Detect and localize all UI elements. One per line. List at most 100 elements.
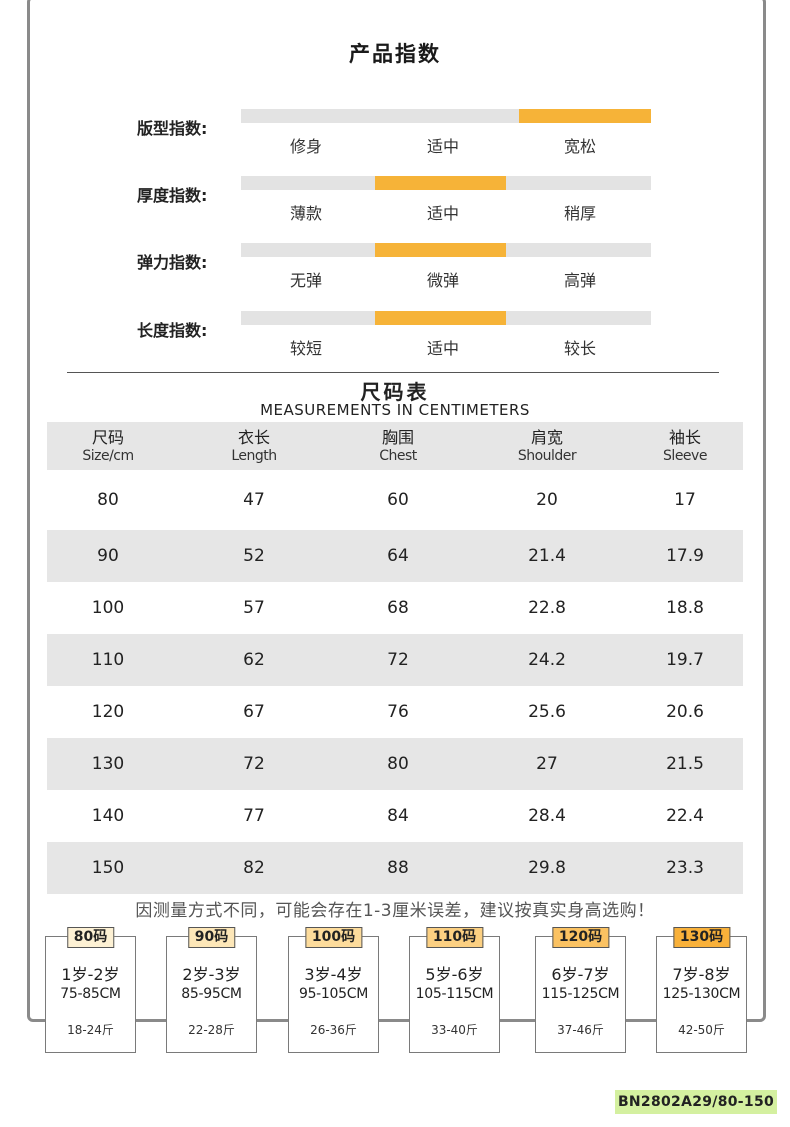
age-range: 6岁-7岁	[551, 965, 610, 984]
table-cell: 17.9	[666, 546, 704, 566]
age-range: 7岁-8岁	[672, 965, 731, 984]
table-row: 130 72 80 27 21.5	[47, 738, 743, 790]
index-option: 修身	[289, 137, 322, 156]
table-header: 尺码 Size/cm 衣长 Length 胸围 Chest 肩宽 Shoulder 袖长 Slee…	[47, 422, 743, 470]
table-cell: 72	[243, 754, 265, 774]
table-cell: 19.7	[666, 650, 704, 670]
height-range: 105-115CM	[415, 986, 494, 1002]
measurement-notice: 因测量方式不同，可能会存在1-3厘米误差，建议按真实身高选购！	[135, 901, 655, 921]
table-cell: 60	[387, 490, 409, 510]
content-frame	[27, 0, 766, 1022]
index-option: 适中	[426, 204, 459, 223]
index-label: 版型指数:	[137, 119, 208, 138]
table-cell: 27	[536, 754, 558, 774]
table-cell: 80	[97, 490, 119, 510]
divider	[67, 372, 719, 373]
table-header-cell: 胸围 Chest	[333, 422, 463, 470]
size-tag: 100码	[304, 927, 363, 948]
index-bar-highlight	[375, 176, 506, 190]
size-tag: 110码	[425, 927, 484, 948]
index-option: 无弹	[289, 271, 322, 290]
table-cell: 22.8	[528, 598, 566, 618]
size-table: 尺码 Size/cm 衣长 Length 胸围 Chest 肩宽 Shoulder 袖长 Slee…	[47, 422, 743, 894]
table-header-cell: 肩宽 Shoulder	[482, 422, 612, 470]
header-en: Size/cm	[82, 448, 134, 464]
size-tag: 120码	[551, 927, 610, 948]
table-cell: 110	[91, 650, 125, 670]
table-row: 110 62 72 24.2 19.7	[47, 634, 743, 686]
size-tag: 90码	[187, 927, 236, 948]
index-option: 较短	[289, 339, 322, 358]
table-cell: 67	[243, 702, 265, 722]
weight-range: 42-50斤	[678, 1023, 725, 1037]
table-cell: 130	[91, 754, 125, 774]
table-row: 150 82 88 29.8 23.3	[47, 842, 743, 894]
index-bar	[241, 176, 651, 190]
age-range: 1岁-2岁	[61, 965, 120, 984]
table-cell: 25.6	[528, 702, 566, 722]
table-cell: 21.5	[666, 754, 704, 774]
table-cell: 47	[243, 490, 265, 510]
index-option: 较长	[563, 339, 596, 358]
table-cell: 84	[387, 806, 409, 826]
table-cell: 20.6	[666, 702, 704, 722]
table-cell: 80	[387, 754, 409, 774]
table-cell: 22.4	[666, 806, 704, 826]
index-option: 高弹	[563, 271, 596, 290]
table-cell: 28.4	[528, 806, 566, 826]
header-en: Shoulder	[517, 448, 577, 464]
header-zh: 尺码	[91, 428, 124, 447]
age-range: 3岁-4岁	[304, 965, 363, 984]
header-zh: 袖长	[668, 428, 701, 447]
index-row: 厚度指数: 薄款 适中 稍厚	[0, 176, 790, 226]
index-row: 版型指数: 修身 适中 宽松	[0, 109, 790, 159]
size-tag: 130码	[672, 927, 731, 948]
index-option: 适中	[426, 137, 459, 156]
table-cell: 82	[243, 858, 265, 878]
weight-range: 18-24斤	[67, 1023, 114, 1037]
size-card: 100码 3岁-4岁 95-105CM 26-36斤	[288, 927, 379, 1053]
table-row: 120 67 76 25.6 20.6	[47, 686, 743, 738]
table-cell: 23.3	[666, 858, 704, 878]
height-range: 75-85CM	[60, 986, 121, 1002]
index-label: 弹力指数:	[137, 253, 208, 272]
table-row: 140 77 84 28.4 22.4	[47, 790, 743, 842]
header-zh: 胸围	[381, 428, 414, 447]
header-en: Chest	[379, 448, 417, 464]
product-code: BN2802A29/80-150	[615, 1090, 777, 1114]
index-bar-highlight	[375, 243, 506, 257]
size-card: 110码 5岁-6岁 105-115CM 33-40斤	[409, 927, 500, 1053]
age-range: 2岁-3岁	[182, 965, 241, 984]
table-cell: 24.2	[528, 650, 566, 670]
table-cell: 20	[536, 490, 558, 510]
table-cell: 29.8	[528, 858, 566, 878]
table-cell: 76	[387, 702, 409, 722]
table-header-cell: 衣长 Length	[189, 422, 319, 470]
size-chart-title: 尺码表	[360, 380, 430, 404]
page-title: 产品指数	[349, 42, 441, 66]
table-cell: 18.8	[666, 598, 704, 618]
height-range: 125-130CM	[662, 986, 741, 1002]
table-row: 100 57 68 22.8 18.8	[47, 582, 743, 634]
size-chart-subtitle: MEASUREMENTS IN CENTIMETERS	[260, 401, 530, 419]
header-zh: 肩宽	[530, 428, 563, 447]
index-bar	[241, 243, 651, 257]
height-range: 95-105CM	[298, 986, 369, 1002]
index-bar	[241, 109, 651, 123]
table-cell: 120	[91, 702, 125, 722]
table-header-cell: 尺码 Size/cm	[43, 422, 173, 470]
height-range: 115-125CM	[541, 986, 620, 1002]
header-en: Length	[231, 448, 277, 464]
table-cell: 62	[243, 650, 265, 670]
table-cell: 90	[97, 546, 119, 566]
height-range: 85-95CM	[181, 986, 242, 1002]
weight-range: 33-40斤	[431, 1023, 478, 1037]
index-bar-highlight	[375, 311, 506, 325]
index-option: 微弹	[426, 271, 459, 290]
size-card: 90码 2岁-3岁 85-95CM 22-28斤	[166, 927, 257, 1053]
table-cell: 77	[243, 806, 265, 826]
size-card: 120码 6岁-7岁 115-125CM 37-46斤	[535, 927, 626, 1053]
index-bar	[241, 311, 651, 325]
size-card: 130码 7岁-8岁 125-130CM 42-50斤	[656, 927, 747, 1053]
size-card: 80码 1岁-2岁 75-85CM 18-24斤	[45, 927, 136, 1053]
